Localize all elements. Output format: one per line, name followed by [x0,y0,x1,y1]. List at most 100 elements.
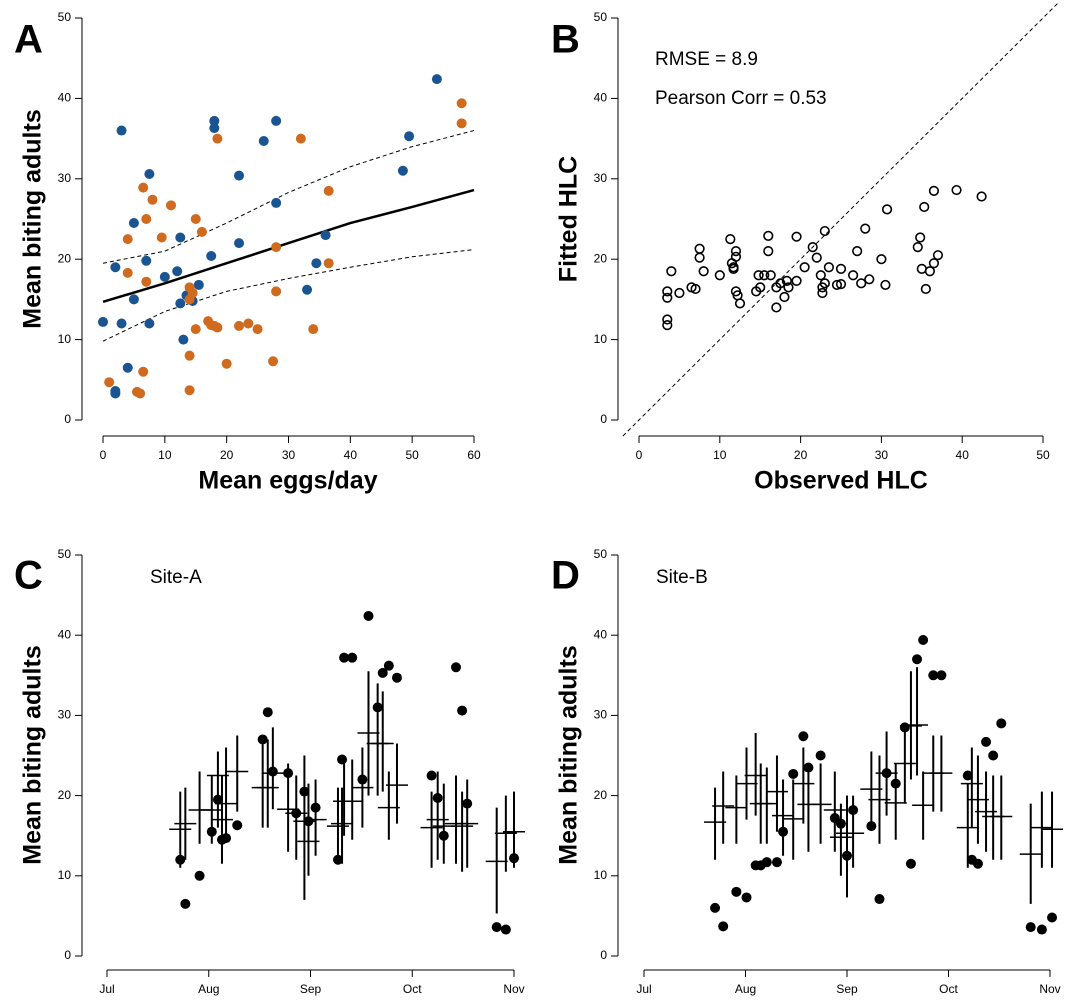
point [438,830,449,841]
point [311,258,322,269]
point [156,232,167,243]
y-tick-label: 0 [600,412,607,426]
point [122,234,133,245]
x-tick-label: 0 [636,448,643,462]
y-tick-label: 30 [58,708,72,722]
point [920,283,931,295]
point [135,388,146,399]
point [180,898,191,909]
point [303,816,314,827]
point [404,131,415,142]
point [193,279,204,290]
point [234,238,245,249]
y-tick-label: 50 [58,547,72,561]
x-tick-label: Oct [939,982,958,996]
y-tick-label: 40 [58,627,72,641]
point [694,243,705,254]
point [456,118,467,129]
y-tick-label: 0 [64,948,71,962]
point [128,218,139,229]
y-tick-label: 20 [594,788,608,802]
point [323,258,334,269]
point [262,707,273,718]
point [271,115,282,126]
point [662,320,673,331]
point [1036,924,1047,935]
point [771,302,782,313]
panel-letter: A [14,18,43,62]
point [698,266,709,277]
x-tick-label: Aug [735,982,756,996]
x-tick-label: Sep [300,982,322,996]
point [252,324,263,335]
y-tick-label: 30 [594,708,608,722]
point [759,270,770,281]
x-tick-label: Jul [636,982,651,996]
point [243,318,254,329]
x-tick-label: 20 [794,448,808,462]
point [662,292,673,303]
x-tick-label: 40 [956,448,970,462]
point [337,754,348,765]
point [141,276,152,287]
point [783,282,794,293]
point [147,194,158,205]
point [725,234,736,245]
x-axis-title: Mean eggs/day [198,467,377,495]
point [761,857,772,868]
y-axis-title: Mean biting adults [555,645,583,864]
point [206,826,217,837]
point [734,298,746,309]
x-tick-label: 50 [1036,448,1050,462]
y-tick-label: 10 [58,868,72,882]
point [899,722,910,733]
point [363,610,374,621]
point [852,246,863,257]
point [962,770,973,781]
point [798,731,809,742]
point [175,854,186,865]
x-tick-label: 10 [713,448,727,462]
point [741,892,752,903]
point [320,230,331,241]
point [815,270,826,281]
point [456,98,467,109]
point [919,201,930,213]
point [457,705,468,716]
point [462,798,473,809]
y-tick-label: 10 [58,332,72,346]
point [175,232,186,243]
point [876,254,887,265]
fit-line [102,188,475,304]
point [212,133,223,144]
point [951,184,962,196]
point [397,165,408,176]
x-tick-label: 20 [220,448,234,462]
point [928,670,939,681]
point [881,768,892,779]
y-tick-label: 50 [594,547,608,561]
point [730,251,742,262]
panel-letter: C [14,554,43,598]
point [258,136,269,147]
point [166,200,177,211]
point [128,294,139,305]
x-tick-label: 30 [875,448,889,462]
y-tick-label: 50 [58,10,72,24]
point [788,768,799,779]
point [310,802,321,813]
point [791,231,802,242]
point [268,356,279,367]
point [426,770,437,781]
point [996,718,1007,729]
point [718,921,729,932]
x-tick-label: 40 [344,448,358,462]
y-axis-title: Mean biting adults [19,645,47,864]
point [110,386,121,397]
point [819,225,830,237]
panel-title: Site-B [656,567,708,588]
y-tick-label: 10 [594,332,608,346]
point [835,818,846,829]
point [710,902,721,913]
point [730,246,742,257]
